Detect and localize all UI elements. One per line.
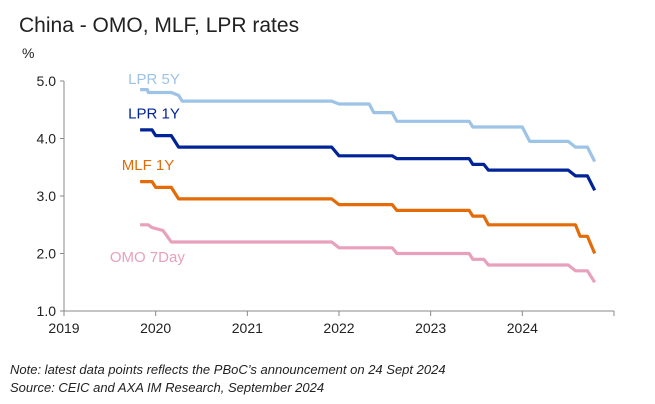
series-line-lpr-5y xyxy=(140,88,597,163)
chart-note: Note: latest data points reflects the PB… xyxy=(10,362,446,377)
series-line-mlf-1y xyxy=(140,180,597,255)
x-tick-label: 2019 xyxy=(48,320,79,336)
series-labels: LPR 5Y LPR 1Y MLF 1Y OMO 7Day xyxy=(110,71,186,266)
series-line-lpr-1y xyxy=(140,128,597,192)
series-label-lpr-5y: LPR 5Y xyxy=(128,71,180,88)
y-tick-label: 1.0 xyxy=(37,303,57,319)
chart-source: Source: CEIC and AXA IM Research, Septem… xyxy=(10,380,325,395)
series-line-omo-7day xyxy=(140,223,597,284)
series-label-lpr-1y: LPR 1Y xyxy=(128,105,180,122)
series-label-mlf-1y: MLF 1Y xyxy=(122,157,175,174)
series-label-omo-7day: OMO 7Day xyxy=(110,249,186,266)
y-tick-label: 4.0 xyxy=(37,131,57,147)
x-tick-label: 2020 xyxy=(140,320,171,336)
x-tick-label: 2024 xyxy=(507,320,538,336)
y-axis-label: % xyxy=(22,45,34,61)
axes: 1.0 2.0 3.0 4.0 5.0 2019 2020 2021 2022 2023 2024 xyxy=(37,73,615,336)
x-tick-label: 2021 xyxy=(232,320,263,336)
series-group xyxy=(140,88,597,284)
x-tick-label: 2022 xyxy=(323,320,354,336)
y-tick-label: 5.0 xyxy=(37,73,57,89)
y-tick-label: 2.0 xyxy=(37,246,57,262)
y-tick-label: 3.0 xyxy=(37,188,57,204)
chart-title: China - OMO, MLF, LPR rates xyxy=(19,14,300,37)
x-tick-label: 2023 xyxy=(415,320,446,336)
